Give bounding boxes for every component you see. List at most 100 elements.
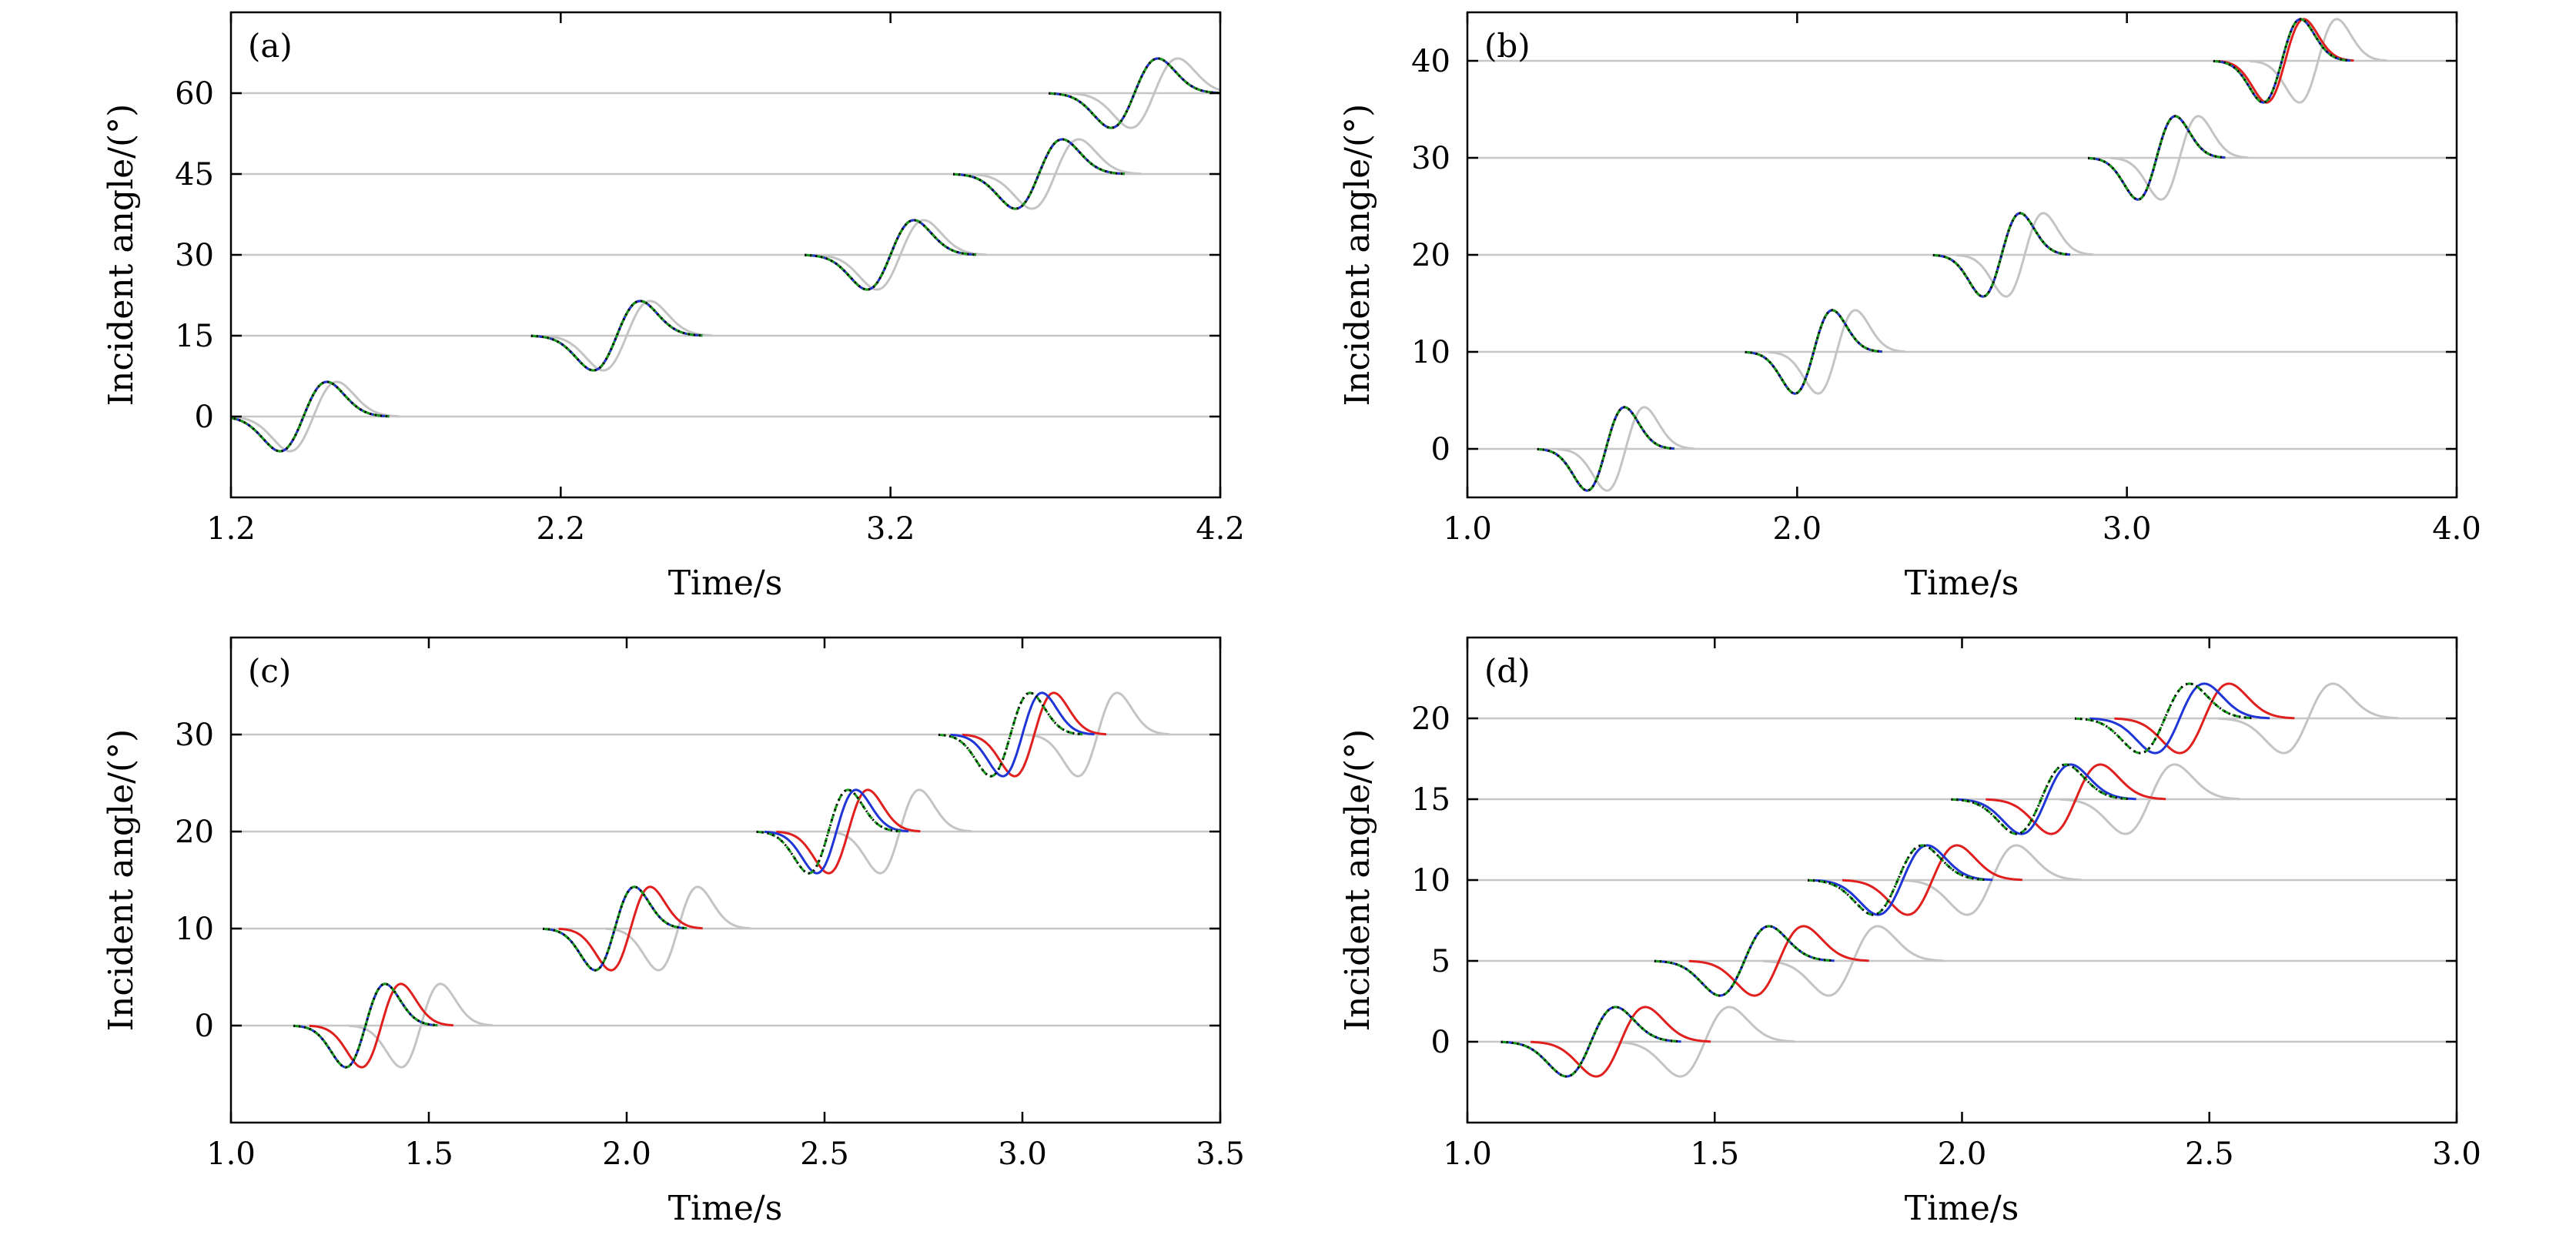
panel-c-ytick-label-3: 30 — [175, 718, 214, 753]
panel-b-xtick-label-2: 3.0 — [2103, 511, 2152, 547]
panel-c-black-dotted-wavelet-3 — [938, 691, 1083, 778]
panel-d-xlabel: Time/s — [1905, 1189, 2019, 1228]
panel-a-xtick-label-1: 2.2 — [537, 511, 586, 547]
panel-d-red-wavelet-2 — [1842, 844, 2022, 916]
panel-c-red-wavelet-3 — [962, 691, 1107, 778]
panel-a-ytick-label-1: 15 — [175, 319, 214, 354]
panel-b-xlabel: Time/s — [1905, 564, 2019, 603]
panel-c-red-wavelet-1 — [558, 885, 703, 972]
panel-d-blue-wavelet-2 — [1812, 844, 1993, 916]
panel-a-gray-wavelet-4 — [1068, 57, 1220, 129]
panel-c-blue-wavelet-2 — [764, 788, 909, 875]
panel-d: 1.0 1.5 2.0 2.5 3.0 0 5 10 15 20 (d) Time/s Incid… — [1338, 636, 2481, 1228]
panel-a-ytick-label-0: 0 — [195, 400, 214, 435]
panel-b-red-wavelet-4 — [2216, 18, 2354, 104]
panel-d-black-dotted-wavelet-1 — [1654, 925, 1835, 997]
panel-c-black-dotted-wavelet-1 — [542, 885, 687, 972]
panel-d-ytick-label-4: 20 — [1411, 701, 1450, 737]
panel-d-red-wavelet-4 — [2114, 682, 2295, 755]
panel-c-gray-wavelet-1 — [606, 885, 751, 972]
panel-d-xtick-label-2: 2.0 — [1938, 1136, 1987, 1172]
panel-d-blue-wavelet-3 — [1955, 763, 2136, 835]
panel-a-green-dashed-wavelet-3 — [952, 138, 1125, 210]
panel-d-black-dotted-wavelet-4 — [2074, 682, 2255, 755]
panel-d-ytick-label-2: 10 — [1411, 863, 1450, 899]
panel-c-xtick-label-5: 3.5 — [1196, 1136, 1245, 1172]
panel-d-red-wavelet-3 — [1986, 763, 2166, 835]
panel-c-blue-wavelet-3 — [950, 691, 1095, 778]
panel-c-xtick-label-3: 2.5 — [800, 1136, 849, 1172]
panel-d-gray-wavelet-3 — [2059, 763, 2240, 835]
panel-b-gray-wavelet-2 — [1955, 212, 2094, 298]
panel-c-xlabel: Time/s — [668, 1189, 783, 1228]
panel-b-ytick-label-2: 20 — [1411, 238, 1450, 273]
panel-c-gray-wavelet-3 — [1025, 691, 1170, 778]
panel-d-label: (d) — [1484, 652, 1531, 690]
panel-a-ticks: 1.2 2.2 3.2 4.2 0 15 30 45 60 — [175, 12, 1245, 547]
panel-c-label: (c) — [248, 652, 291, 690]
panel-a-green-dashed-wavelet-4 — [1049, 57, 1220, 129]
panel-c-gray-wavelet-0 — [349, 982, 493, 1069]
panel-d-ytick-label-0: 0 — [1431, 1025, 1450, 1060]
panel-b-ytick-label-3: 30 — [1411, 141, 1450, 176]
panel-b-label: (b) — [1484, 27, 1531, 65]
panel-d-traces — [1467, 682, 2457, 1078]
panel-d-gray-wavelet-1 — [1763, 925, 1944, 997]
panel-b-traces — [1467, 18, 2457, 492]
panel-a-green-dashed-wavelet-2 — [805, 219, 977, 291]
panel-a-ytick-label-2: 30 — [175, 238, 214, 273]
panel-d-xtick-label-4: 3.0 — [2432, 1136, 2481, 1172]
panel-c-red-wavelet-0 — [309, 982, 453, 1069]
panel-a-black-dotted-wavelet-0 — [231, 380, 390, 453]
panel-a-xtick-label-3: 4.2 — [1196, 511, 1245, 547]
panel-c-black-dotted-wavelet-0 — [293, 982, 438, 1069]
panel-b-ytick-label-0: 0 — [1431, 432, 1450, 467]
panel-d-xtick-label-1: 1.5 — [1690, 1136, 1739, 1172]
panel-d-blue-wavelet-4 — [2089, 682, 2270, 755]
panel-b-xtick-label-3: 4.0 — [2432, 511, 2481, 547]
panel-d-ytick-label-3: 15 — [1411, 782, 1450, 818]
panel-c-ytick-label-2: 20 — [175, 815, 214, 850]
panel-c-ytick-label-0: 0 — [195, 1009, 214, 1044]
panel-b-gray-wavelet-0 — [1557, 406, 1694, 492]
panel-a-black-dotted-wavelet-1 — [530, 300, 703, 372]
panel-c: 1.0 1.5 2.0 2.5 3.0 3.5 0 10 20 30 (c) Time/s Inc… — [102, 636, 1245, 1228]
panel-c-red-wavelet-2 — [776, 788, 921, 875]
panel-b-gray-wavelet-3 — [2111, 115, 2249, 201]
panel-b-green-dashed-wavelet-1 — [1745, 309, 1882, 395]
panel-d-black-dotted-wavelet-0 — [1500, 1006, 1681, 1078]
panel-b-xtick-label-1: 2.0 — [1773, 511, 1822, 547]
panel-b-xtick-label-0: 1.0 — [1443, 511, 1492, 547]
panel-b-ylabel: Incident angle/(°) — [1338, 104, 1377, 407]
panel-d-ytick-label-1: 5 — [1431, 944, 1450, 979]
panel-b-green-dashed-wavelet-4 — [2213, 18, 2351, 104]
panel-b-green-dashed-wavelet-2 — [1932, 212, 2071, 298]
panel-c-xtick-label-4: 3.0 — [998, 1136, 1047, 1172]
panel-d-ticks: 1.0 1.5 2.0 2.5 3.0 0 5 10 15 20 — [1411, 638, 2481, 1172]
panel-c-xtick-label-2: 2.0 — [602, 1136, 651, 1172]
panel-a-gray-wavelet-2 — [815, 219, 986, 291]
panel-a-green-dashed-wavelet-0 — [231, 380, 390, 453]
panel-a-gray-wavelet-1 — [540, 300, 713, 372]
panel-d-black-dotted-wavelet-3 — [1951, 763, 2132, 835]
panel-d-xtick-label-3: 2.5 — [2185, 1136, 2234, 1172]
panel-a-green-dashed-wavelet-1 — [530, 300, 703, 372]
panel-a-black-dotted-wavelet-3 — [952, 138, 1125, 210]
panel-b-green-dashed-wavelet-0 — [1537, 406, 1675, 492]
panel-a-ylabel: Incident angle/(°) — [102, 104, 141, 407]
panel-d-xtick-label-0: 1.0 — [1443, 1136, 1492, 1172]
panel-d-gray-wavelet-4 — [2218, 682, 2399, 755]
panel-a-gray-wavelet-0 — [231, 380, 400, 453]
panel-c-ticks: 1.0 1.5 2.0 2.5 3.0 3.5 0 10 20 30 — [175, 638, 1245, 1172]
panel-a-black-dotted-wavelet-2 — [805, 219, 977, 291]
panel-a-xtick-label-2: 3.2 — [866, 511, 915, 547]
panel-b-ytick-label-4: 40 — [1411, 44, 1450, 79]
panel-c-xtick-label-0: 1.0 — [206, 1136, 256, 1172]
panel-c-xtick-label-1: 1.5 — [404, 1136, 453, 1172]
panel-a-black-dotted-wavelet-4 — [1049, 57, 1220, 129]
panel-b-gray-wavelet-4 — [2249, 18, 2387, 104]
panel-b-green-dashed-wavelet-3 — [2088, 115, 2226, 201]
panel-d-ylabel: Incident angle/(°) — [1338, 729, 1377, 1032]
panel-c-ytick-label-1: 10 — [175, 912, 214, 947]
